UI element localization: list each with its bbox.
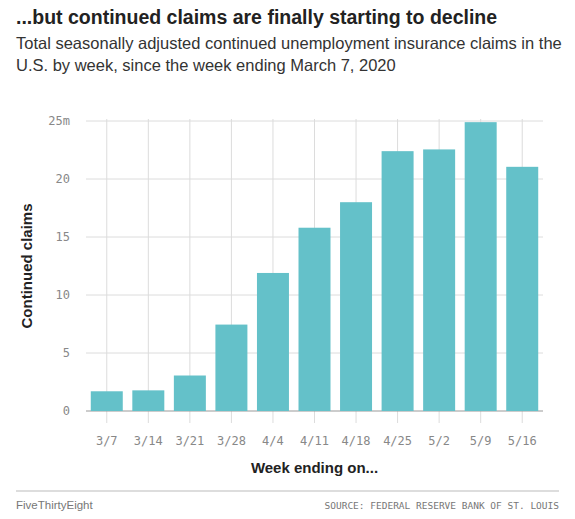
x-tick-label: 4/4 (262, 434, 284, 448)
x-tick-label: 5/9 (470, 434, 492, 448)
bar (215, 325, 247, 411)
y-tick-label: 25m (48, 114, 70, 128)
bar (382, 151, 414, 411)
bar (465, 122, 497, 411)
y-tick-label: 15 (56, 230, 70, 244)
x-tick-label: 5/16 (508, 434, 537, 448)
credit: FiveThirtyEight (16, 499, 93, 511)
footer-rule (16, 491, 559, 492)
bar (299, 228, 331, 411)
x-tick-label: 3/21 (175, 434, 204, 448)
bar (506, 167, 538, 411)
x-tick-label: 4/25 (383, 434, 412, 448)
y-tick-label: 5 (63, 346, 70, 360)
y-tick-label: 10 (56, 288, 70, 302)
x-tick-label: 4/11 (300, 434, 329, 448)
subtitle: Total seasonally adjusted continued unem… (16, 32, 564, 76)
y-tick-label: 20 (56, 172, 70, 186)
bar (423, 149, 455, 411)
source: SOURCE: FEDERAL RESERVE BANK OF ST. LOUI… (325, 500, 560, 511)
x-tick-label: 4/18 (342, 434, 371, 448)
y-grid-line (86, 121, 543, 122)
y-tick-label: 0 (63, 404, 70, 418)
bar (340, 202, 372, 411)
x-grid-line (148, 119, 149, 423)
y-axis-label: Continued claims (18, 203, 35, 328)
x-tick-label: 3/7 (96, 434, 118, 448)
x-tick-label: 3/28 (217, 434, 246, 448)
x-axis-label: Week ending on... (251, 459, 378, 476)
title: ...but continued claims are finally star… (16, 6, 571, 29)
x-grid-line (106, 119, 107, 423)
chart: 0 5 10 15 20 25m 3/7 3/14 3/21 3/28 4/4 4/11 4/18 4/2… (0, 0, 575, 519)
x-tick-label: 3/14 (134, 434, 163, 448)
bar (91, 391, 123, 411)
x-tick-label: 5/2 (428, 434, 450, 448)
bar (257, 273, 289, 411)
bar (132, 390, 164, 411)
bar (174, 376, 206, 411)
